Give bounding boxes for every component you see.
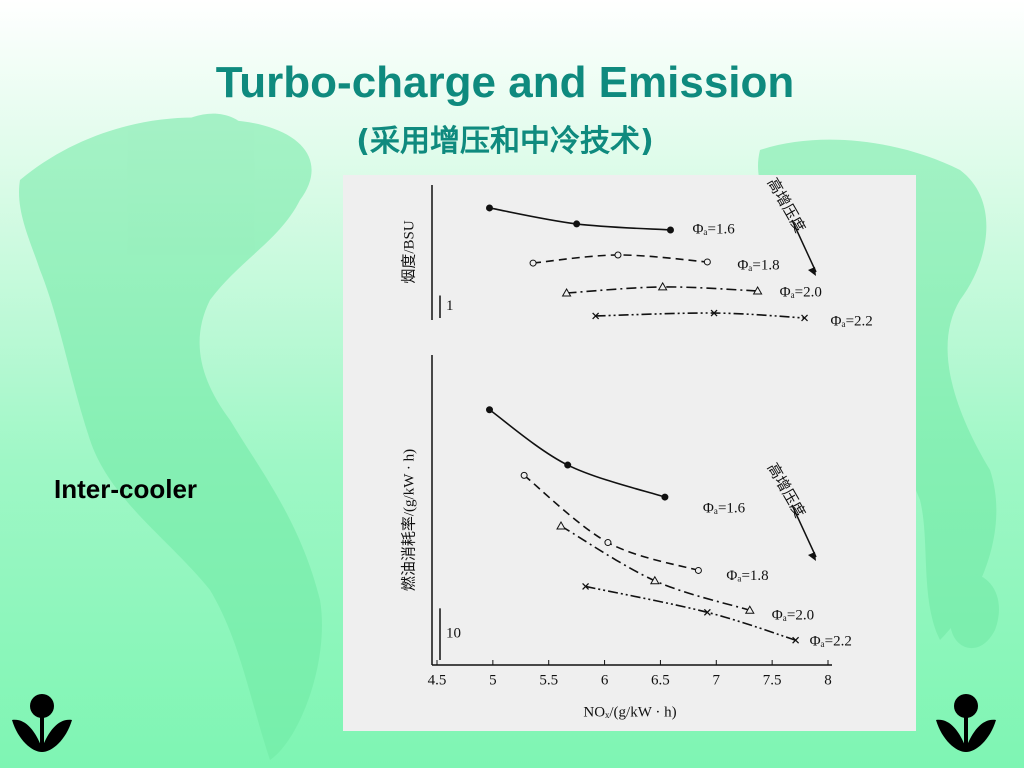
series-label: Φₐ=1.8	[737, 257, 779, 273]
x-axis-label: NOₓ/(g/kW · h)	[583, 704, 676, 720]
x-tick-label: 7	[713, 672, 721, 688]
marker	[694, 566, 702, 574]
x-tick-label: 5	[489, 672, 497, 688]
marker	[744, 605, 755, 614]
x-tick-label: 6.5	[651, 672, 670, 688]
marker	[573, 220, 581, 228]
scale-bar-label: 10	[446, 626, 461, 642]
marker	[529, 259, 537, 267]
marker	[582, 583, 590, 590]
scanned-figure	[343, 175, 916, 731]
scale-bar-label: 1	[446, 298, 454, 314]
x-tick-label: 7.5	[763, 672, 782, 688]
slide-title: Turbo-charge and Emission	[215, 58, 795, 107]
x-tick-label: 5.5	[539, 672, 558, 688]
annotation-arrow	[791, 219, 817, 273]
marker	[801, 314, 808, 322]
curve	[566, 286, 758, 294]
series-label: Φₐ=1.6	[703, 501, 746, 517]
marker	[592, 312, 600, 320]
arrow-head	[808, 267, 816, 276]
marker	[649, 575, 660, 585]
marker	[561, 287, 572, 297]
marker	[703, 608, 711, 616]
marker	[614, 251, 622, 259]
marker	[556, 521, 566, 530]
series-label: Φₐ=2.2	[831, 313, 873, 329]
marker	[604, 539, 612, 547]
arrow-head	[808, 552, 816, 561]
series-label: Φₐ=1.8	[726, 568, 768, 584]
marker	[792, 636, 800, 644]
y-axis-label: 燃油消耗率/(g/kW · h)	[399, 449, 417, 591]
marker	[486, 406, 494, 414]
marker	[752, 285, 763, 295]
side-label: Inter-cooler	[54, 474, 198, 504]
marker	[661, 493, 669, 501]
logo-right	[936, 694, 996, 752]
marker	[657, 281, 668, 291]
slide-subtitle: (采用增压和中冷技术)	[356, 124, 654, 159]
series-label: Φₐ=1.6	[692, 221, 735, 237]
marker	[486, 204, 494, 212]
y-axis-label: 烟度/BSU	[400, 220, 417, 284]
marker	[703, 258, 711, 266]
marker	[710, 309, 718, 317]
x-tick-label: 4.5	[428, 672, 447, 688]
series-label: Φₐ=2.2	[810, 634, 852, 650]
marker	[666, 226, 674, 234]
logo-left	[12, 694, 72, 752]
marker	[564, 461, 572, 469]
marker	[520, 471, 528, 479]
annotation-arrow	[791, 504, 817, 558]
series-label: Φₐ=2.0	[772, 608, 814, 624]
x-tick-label: 6	[601, 672, 609, 688]
series-label: Φₐ=2.0	[780, 284, 822, 300]
x-tick-label: 8	[824, 672, 832, 688]
